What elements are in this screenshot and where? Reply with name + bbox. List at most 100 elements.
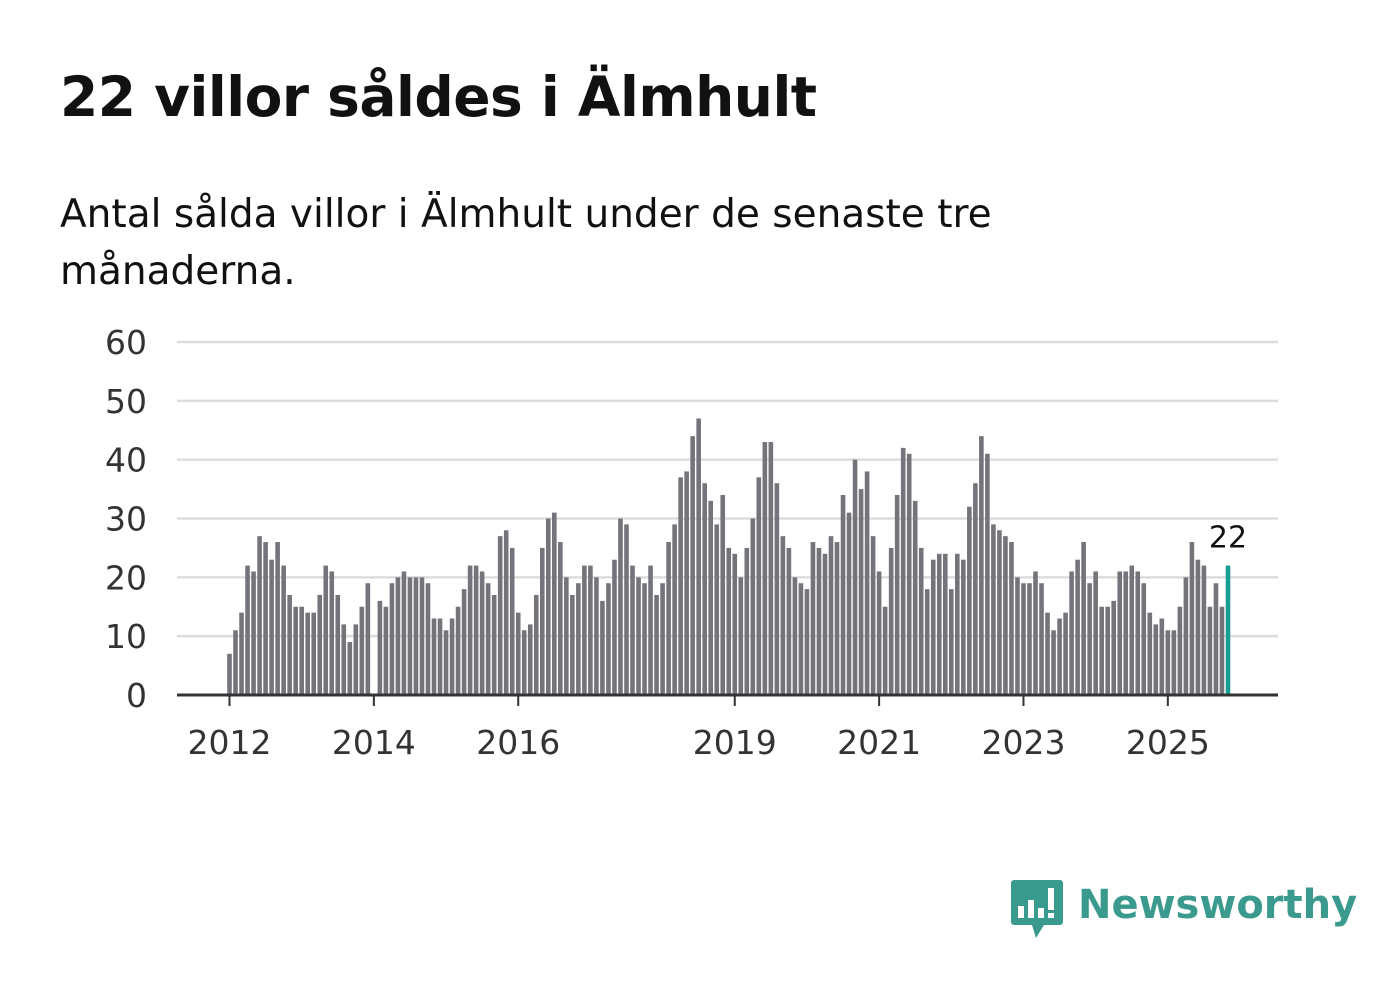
bar — [1033, 571, 1038, 695]
bar — [269, 559, 274, 695]
y-tick-label: 20 — [105, 558, 147, 597]
bar — [666, 542, 671, 695]
bar — [912, 500, 918, 695]
bar — [347, 642, 353, 695]
brand-name: Newsworthy — [1078, 882, 1358, 928]
bar — [756, 477, 762, 695]
bar — [1081, 542, 1086, 695]
bar — [804, 589, 810, 695]
bar — [1219, 606, 1225, 695]
bar — [744, 547, 750, 695]
bar — [1177, 606, 1183, 695]
bar — [275, 542, 280, 695]
bar — [888, 547, 894, 695]
bar — [1129, 565, 1135, 695]
bar — [299, 606, 304, 695]
bar — [245, 565, 250, 695]
bar — [918, 547, 924, 695]
bar — [1207, 606, 1213, 695]
bar — [1039, 583, 1044, 695]
bar — [642, 583, 647, 695]
y-tick-label: 10 — [105, 617, 147, 656]
bar — [1183, 577, 1189, 695]
bar — [407, 577, 413, 695]
bar-highlighted — [1225, 565, 1231, 695]
bar — [672, 524, 677, 695]
x-tick-label: 2016 — [476, 723, 560, 762]
bar — [293, 606, 298, 695]
bar — [973, 483, 978, 695]
bar — [624, 524, 629, 695]
bar — [750, 518, 756, 695]
bar — [503, 530, 509, 695]
chart-title: 22 villor såldes i Älmhult — [60, 65, 817, 129]
bar — [846, 512, 852, 695]
y-tick-label: 50 — [105, 382, 147, 421]
bar — [1069, 571, 1074, 695]
bar — [1063, 612, 1068, 695]
bar — [684, 471, 689, 695]
y-tick-label: 30 — [105, 500, 147, 539]
bar — [798, 583, 804, 695]
bars — [227, 418, 1231, 695]
bar — [1189, 542, 1195, 695]
bar — [949, 589, 954, 695]
bar — [287, 594, 292, 695]
bar — [810, 542, 816, 695]
bar — [630, 565, 635, 695]
bar — [413, 577, 419, 695]
bar — [991, 524, 996, 695]
bar — [1153, 624, 1159, 695]
bar — [816, 547, 822, 695]
bar — [942, 553, 948, 695]
bar — [233, 630, 238, 695]
bar — [780, 536, 786, 695]
bar — [353, 624, 359, 695]
bar — [702, 483, 707, 695]
bar — [594, 577, 599, 695]
bar — [690, 436, 695, 695]
bar — [479, 571, 485, 695]
bar — [419, 577, 425, 695]
bar — [708, 500, 713, 695]
bar — [870, 536, 876, 695]
bar — [377, 600, 383, 695]
bar — [900, 447, 906, 695]
bar — [636, 577, 641, 695]
bar — [864, 471, 870, 695]
bar — [570, 594, 575, 695]
bar — [1195, 559, 1201, 695]
bar — [539, 547, 545, 695]
bar — [497, 536, 503, 695]
bar — [660, 583, 665, 695]
bar — [840, 494, 846, 695]
bar — [329, 571, 335, 695]
bar — [359, 606, 365, 695]
y-axis-labels: 0 10 20 30 40 50 60 — [105, 323, 147, 715]
bar — [618, 518, 623, 695]
bar — [1159, 618, 1165, 695]
bar — [1213, 583, 1219, 695]
bar — [678, 477, 683, 695]
bar — [257, 536, 262, 695]
bar — [1027, 583, 1032, 695]
annotations: 22 — [1209, 521, 1247, 556]
bar — [558, 542, 563, 695]
bar — [365, 583, 371, 695]
bar — [822, 553, 828, 695]
bar — [612, 559, 617, 695]
bar — [1135, 571, 1141, 695]
bar — [1111, 600, 1117, 695]
bar — [1009, 542, 1014, 695]
bar — [1021, 583, 1026, 695]
bar — [924, 589, 930, 695]
bar — [696, 418, 701, 695]
y-tick-label: 40 — [105, 441, 147, 480]
bar — [395, 577, 401, 695]
bar — [588, 565, 593, 695]
bar — [1105, 606, 1110, 695]
bar — [515, 612, 521, 695]
bar — [449, 618, 455, 695]
bar — [263, 542, 268, 695]
bar — [792, 577, 798, 695]
